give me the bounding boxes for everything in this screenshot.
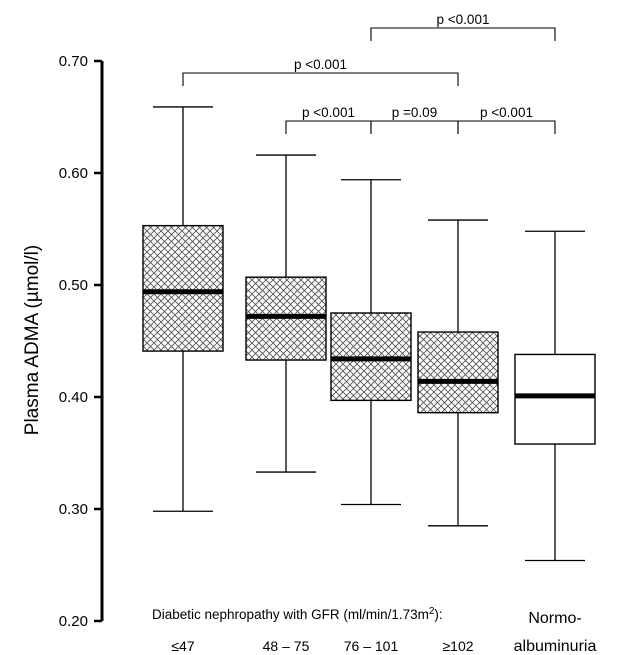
- comparison-bracket: p <0.001: [370, 12, 556, 41]
- y-tick-label: 0.60: [59, 165, 88, 182]
- box-group-4: [417, 219, 499, 527]
- box-group-3: [330, 179, 412, 506]
- p-value-label: p <0.001: [294, 57, 347, 72]
- comparison-bracket: p <0.001: [182, 57, 459, 86]
- p-value-label: p <0.001: [437, 12, 490, 27]
- box-group-2: [245, 154, 327, 473]
- p-value-label: p <0.001: [302, 105, 355, 120]
- category-label-line1: Normo-: [528, 610, 581, 627]
- p-value-label: p <0.001: [480, 105, 533, 120]
- category-label-line2: albuminuria: [514, 638, 597, 655]
- category-label: 76 – 101: [344, 638, 399, 654]
- category-labels: ≤47 48 – 75 76 – 101 ≥102 Normo-albuminuria: [171, 610, 596, 655]
- p-value-label: p =0.09: [392, 105, 437, 120]
- y-tick-label: 0.70: [59, 53, 88, 70]
- y-tick-label: 0.50: [59, 277, 88, 294]
- bracket-line: [370, 120, 459, 134]
- category-label: ≥102: [442, 638, 473, 654]
- bracket-line: [285, 120, 372, 134]
- comparison-bracket: p <0.001: [457, 105, 556, 134]
- category-label: ≤47: [171, 638, 194, 654]
- comparison-bracket: p <0.001: [285, 105, 372, 134]
- box-group-1: [142, 106, 224, 512]
- y-axis-label: Plasma ADMA (µmol/l): [22, 245, 43, 435]
- y-tick-label: 0.40: [59, 389, 88, 406]
- group-caption: Diabetic nephropathy with GFR (ml/min/1.…: [152, 606, 443, 622]
- comparison-bracket: p =0.09: [370, 105, 459, 134]
- group-caption-superscript: 2: [429, 606, 435, 617]
- box-group-5: [514, 230, 596, 562]
- bracket-line: [182, 72, 459, 86]
- box-iqr: [142, 224, 224, 352]
- boxes-layer: [142, 106, 596, 562]
- box-iqr: [417, 331, 499, 414]
- bracket-line: [370, 27, 556, 41]
- bracket-line: [457, 120, 556, 134]
- significance-brackets: p <0.001 p =0.09 p <0.001 p <0.001 p <0.001: [182, 12, 556, 134]
- y-tick-label: 0.30: [59, 501, 88, 518]
- box-iqr: [514, 353, 596, 445]
- category-label: 48 – 75: [263, 638, 310, 654]
- y-tick-label: 0.20: [59, 613, 88, 630]
- y-axis: 0.20 0.30 0.40 0.50 0.60 0.70: [59, 53, 104, 630]
